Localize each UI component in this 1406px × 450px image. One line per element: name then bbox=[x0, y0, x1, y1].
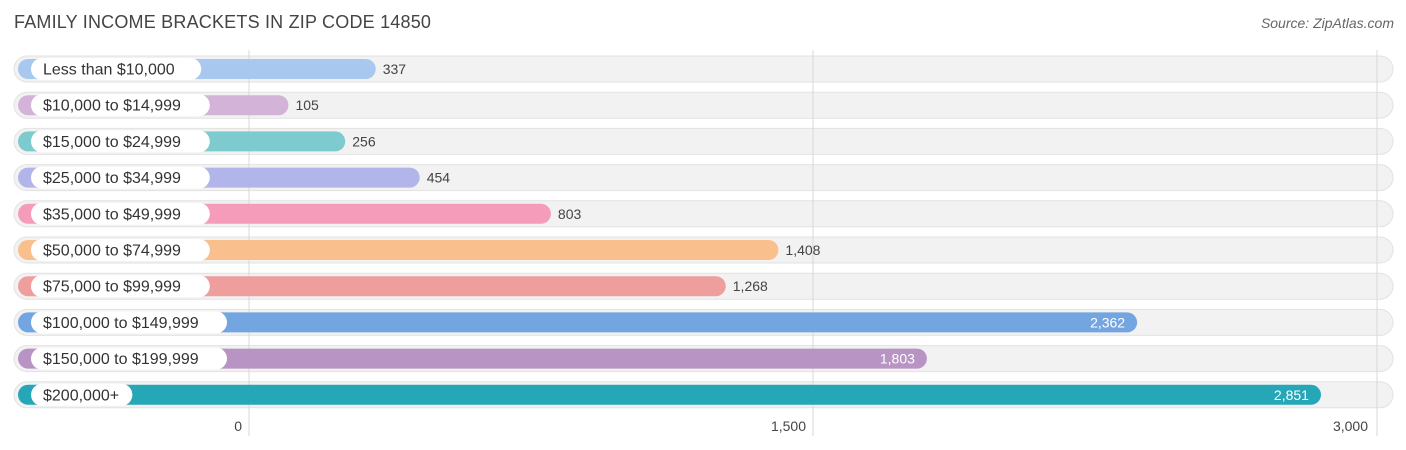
category-pill bbox=[31, 239, 210, 261]
category-pill bbox=[31, 58, 202, 80]
value-label: 2,851 bbox=[1274, 387, 1309, 403]
chart-title: FAMILY INCOME BRACKETS IN ZIP CODE 14850 bbox=[14, 12, 432, 32]
x-tick-label: 1,500 bbox=[771, 418, 806, 434]
category-label: $200,000+ bbox=[43, 387, 119, 404]
category-label: $25,000 to $34,999 bbox=[43, 170, 181, 187]
category-pill bbox=[31, 94, 210, 117]
bar bbox=[18, 312, 1138, 333]
bar bbox=[18, 348, 927, 369]
category-label: $50,000 to $74,999 bbox=[43, 243, 181, 260]
category-label: $15,000 to $24,999 bbox=[43, 134, 181, 151]
category-label: $100,000 to $149,999 bbox=[43, 315, 199, 332]
category-pill bbox=[31, 166, 210, 189]
value-label: 105 bbox=[295, 97, 319, 113]
category-label: $150,000 to $199,999 bbox=[43, 351, 199, 368]
row-track bbox=[13, 91, 1394, 119]
value-label: 1,268 bbox=[733, 278, 768, 294]
category-label: Less than $10,000 bbox=[43, 62, 175, 79]
chart-source: Source: ZipAtlas.com bbox=[1260, 15, 1394, 31]
value-label: 1,803 bbox=[880, 351, 915, 367]
x-tick-label: 0 bbox=[234, 418, 242, 434]
value-label: 256 bbox=[352, 133, 376, 149]
value-label: 2,362 bbox=[1090, 314, 1125, 330]
value-label: 337 bbox=[383, 61, 407, 77]
value-label: 803 bbox=[558, 206, 582, 222]
category-pill bbox=[31, 311, 227, 334]
category-pill bbox=[31, 347, 227, 370]
value-label: 454 bbox=[427, 170, 451, 186]
value-label: 1,408 bbox=[785, 242, 820, 258]
category-pill bbox=[31, 202, 210, 225]
x-tick-label: 3,000 bbox=[1333, 418, 1368, 434]
category-pill bbox=[31, 383, 133, 406]
category-pill bbox=[31, 130, 210, 153]
category-label: $75,000 to $99,999 bbox=[43, 279, 181, 296]
row-track bbox=[13, 127, 1394, 155]
category-label: $10,000 to $14,999 bbox=[43, 98, 181, 115]
category-pill bbox=[31, 275, 210, 298]
bar bbox=[18, 384, 1321, 405]
category-label: $35,000 to $49,999 bbox=[43, 206, 181, 223]
